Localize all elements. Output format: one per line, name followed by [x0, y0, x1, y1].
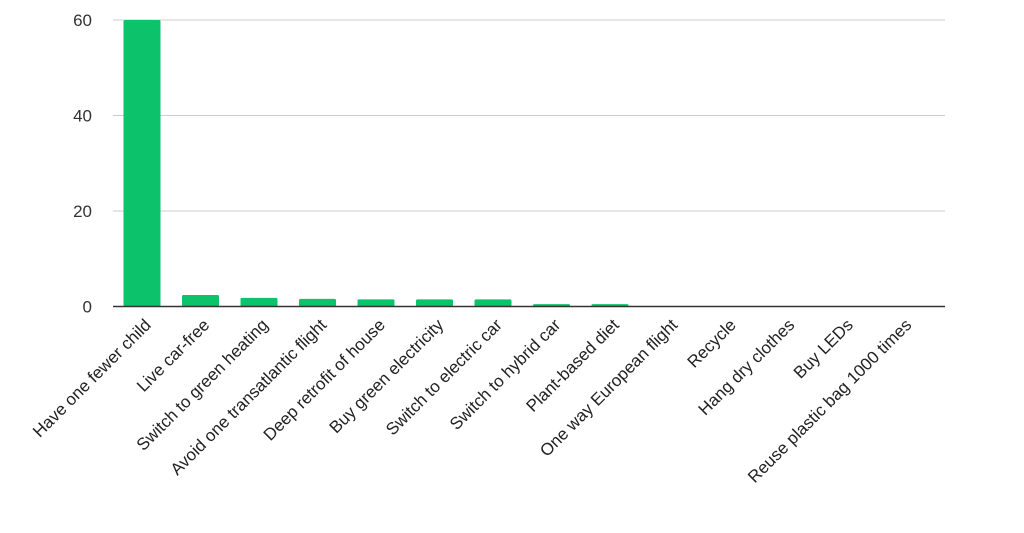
bar — [416, 299, 453, 307]
bar — [357, 299, 395, 307]
bars — [123, 20, 629, 307]
x-category-label: Switch to electric car — [382, 315, 506, 439]
gridlines — [113, 19, 945, 212]
bar — [123, 20, 161, 307]
y-tick-label: 40 — [73, 107, 92, 126]
bar — [299, 298, 336, 307]
y-tick-labels: 0 20 40 60 — [73, 11, 92, 317]
x-category-label: Switch to hybrid car — [446, 315, 565, 434]
y-tick-label: 0 — [83, 298, 92, 317]
y-tick-label: 20 — [73, 202, 92, 221]
x-category-label: Recycle — [684, 315, 740, 371]
bar — [474, 299, 512, 307]
y-tick-label: 60 — [73, 11, 92, 30]
bar — [182, 295, 219, 307]
bar — [240, 297, 278, 307]
x-category-label: Buy green electricity — [326, 315, 448, 437]
